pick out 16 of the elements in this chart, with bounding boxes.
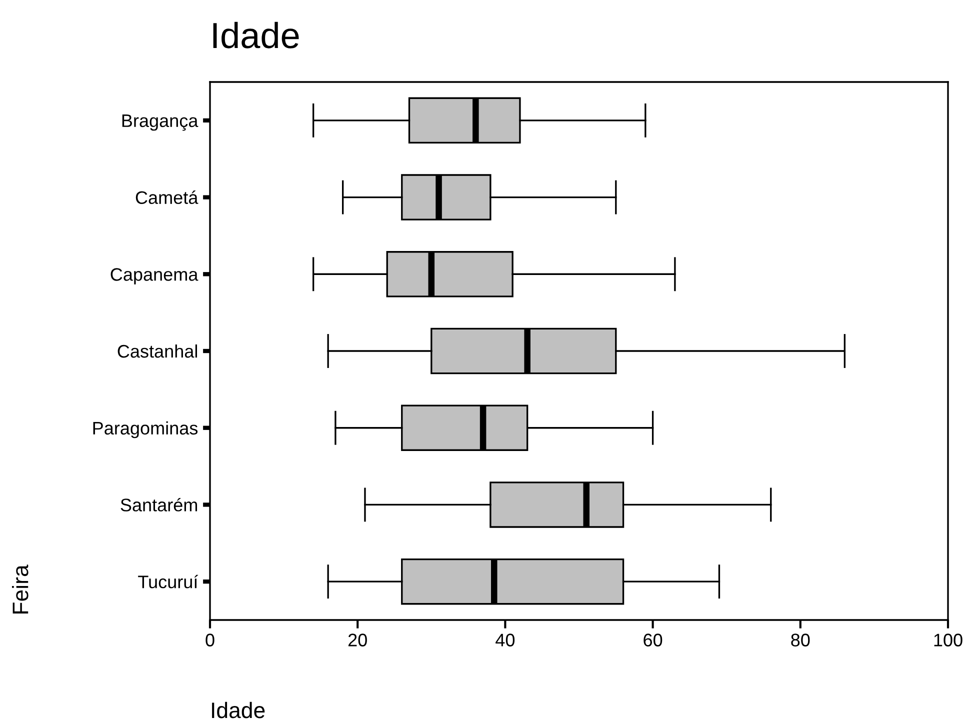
x-tick-label: 100 [934,634,962,646]
x-tick-label: 20 [348,634,367,646]
y-tick-label: Cametá [136,190,198,204]
x-tick-label: 80 [791,634,810,646]
y-tick-label: Paragominas [93,421,198,438]
x-tick-label: 60 [644,634,662,646]
y-axis-title: Feira [12,564,28,614]
y-tick-label: Castanhal [118,344,197,358]
chart-title: Idade [213,22,299,48]
x-tick-label: 40 [496,634,515,646]
y-tick-label: Capanema [110,268,198,284]
x-axis-title: Idade [212,702,265,718]
x-tick-label: 0 [206,634,214,646]
y-tick-label: Santarém [120,498,198,512]
y-tick-label: Tucuruí [138,574,198,588]
y-tick-label: Bragança [122,114,198,131]
